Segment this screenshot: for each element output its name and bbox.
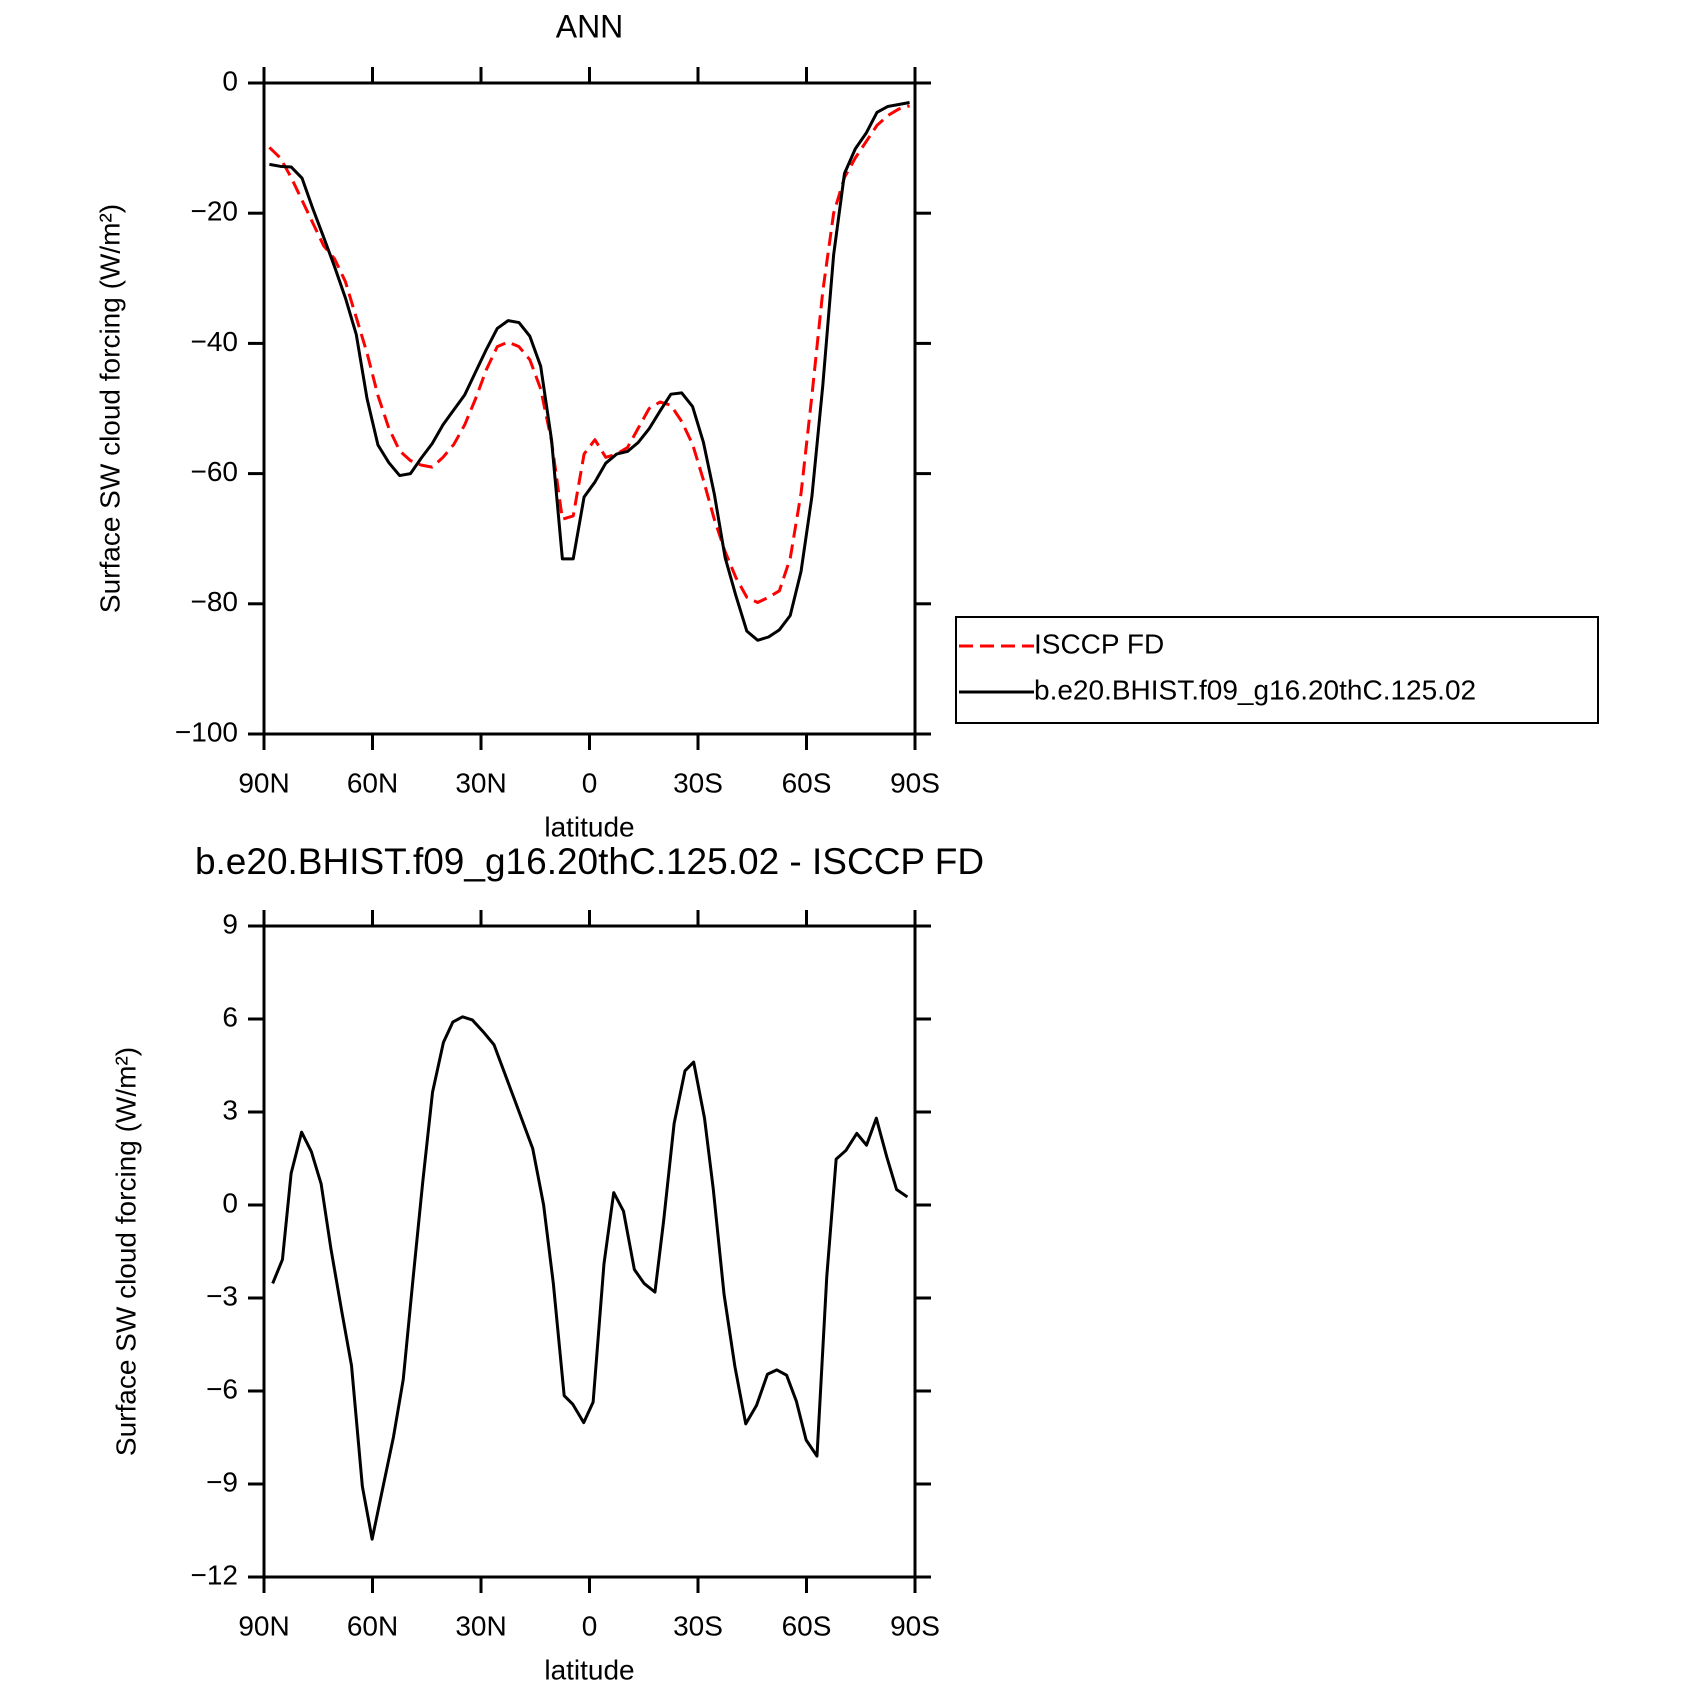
legend-label: ISCCP FD — [1034, 628, 1164, 659]
chart-title: b.e20.BHIST.f09_g16.20thC.125.02 - ISCCP… — [195, 841, 984, 882]
legend-box — [955, 616, 1599, 724]
x-tick-label: 90N — [238, 1610, 289, 1641]
x-tick-label: 90N — [238, 767, 289, 798]
x-tick-label: 30N — [455, 767, 506, 798]
plot-frame — [262, 81, 917, 736]
x-tick-label: 60N — [347, 1610, 398, 1641]
y-tick-label: −12 — [191, 1559, 239, 1590]
y-axis-label: Surface SW cloud forcing (W/m²) — [94, 204, 125, 613]
y-tick-label: −9 — [206, 1466, 238, 1497]
x-tick-label: 90S — [890, 1610, 940, 1641]
y-tick-label: −100 — [175, 716, 238, 747]
x-tick-label: 0 — [582, 1610, 598, 1641]
x-tick-label: 90S — [890, 767, 940, 798]
y-tick-label: −80 — [191, 586, 239, 617]
x-tick-label: 30S — [673, 767, 723, 798]
y-tick-label: −20 — [191, 196, 239, 227]
x-tick-label: 60S — [782, 767, 832, 798]
y-tick-label: −6 — [206, 1373, 238, 1404]
x-tick-label: 60S — [782, 1610, 832, 1641]
y-tick-label: 6 — [222, 1001, 238, 1032]
legend-label: b.e20.BHIST.f09_g16.20thC.125.02 — [1034, 674, 1476, 705]
chart-title: ANN — [556, 8, 624, 44]
x-tick-label: 0 — [582, 767, 598, 798]
y-axis-label: Surface SW cloud forcing (W/m²) — [110, 1047, 141, 1456]
y-tick-label: 0 — [222, 1187, 238, 1218]
y-tick-label: 9 — [222, 908, 238, 939]
x-axis-label: latitude — [544, 1654, 634, 1685]
series-line — [269, 101, 910, 642]
y-tick-label: −3 — [206, 1280, 238, 1311]
series-line — [268, 104, 911, 604]
y-tick-label: 3 — [222, 1094, 238, 1125]
series-line — [271, 1015, 909, 1541]
x-tick-label: 60N — [347, 767, 398, 798]
y-tick-label: −40 — [191, 326, 239, 357]
y-tick-label: 0 — [222, 65, 238, 96]
x-tick-label: 30N — [455, 1610, 506, 1641]
x-axis-label: latitude — [544, 811, 634, 842]
x-tick-label: 30S — [673, 1610, 723, 1641]
y-tick-label: −60 — [191, 456, 239, 487]
